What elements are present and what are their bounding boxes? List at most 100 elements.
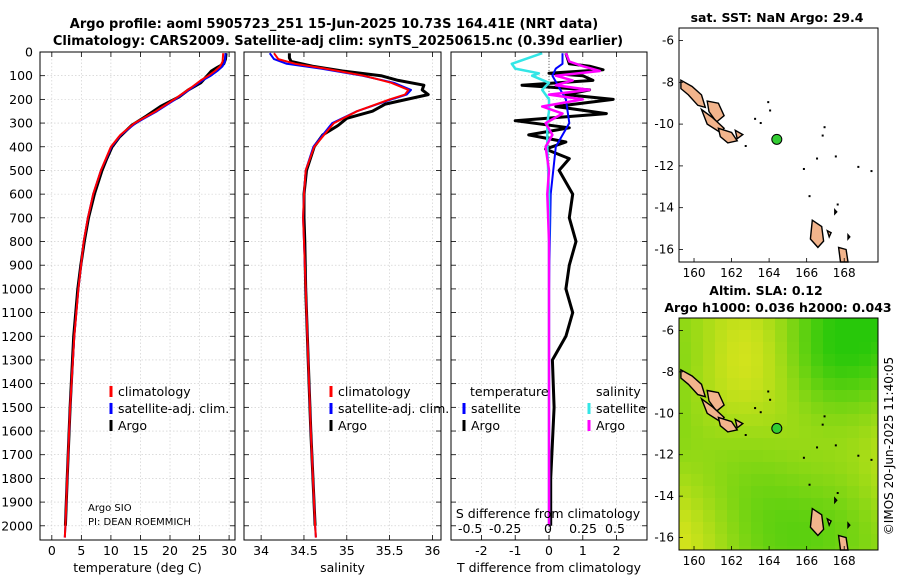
sla-cell [739,438,752,451]
sla-cell [823,546,836,551]
sla-cell [763,318,776,331]
sla-cell [763,534,776,547]
sla-cell [787,498,800,511]
sla-cell [775,486,788,499]
map-longitude-label: 160 [683,554,706,568]
sla-cell [727,378,740,391]
sla-cell [811,342,824,355]
islet [816,446,819,449]
map-latitude-label: -8 [662,75,674,89]
sla-cell [871,486,879,499]
sla-cell [871,330,879,343]
sla-cell [739,450,752,463]
depth-tick-label: 1100 [1,305,33,320]
pi-label-name: PI: DEAN ROEMMICH [88,517,191,528]
sla-cell [799,438,812,451]
sla-cell [835,474,848,487]
sla-cell [703,438,716,451]
sla-cell [859,510,872,523]
sla-cell [811,402,824,415]
sla-cell [703,330,716,343]
sla-cell [871,510,879,523]
depth-tick-label: 1800 [1,471,33,486]
sla-cell [847,438,860,451]
sla-cell [727,522,740,535]
climatology-temperature-line [63,53,225,538]
sla-cell [751,426,764,439]
sla-cell [811,438,824,451]
temperature-panel: 0 5 10 15 20 25 300100200300400500600700800900… [1,45,237,576]
sla-cell [811,474,824,487]
sla-cell [679,402,692,415]
sla-cell [691,534,704,547]
sla-cell [859,390,872,403]
sla-cell [859,498,872,511]
map-latitude-label: -14 [654,489,674,503]
salinity-x-tick-label: 36 [424,543,440,558]
islet [870,458,873,461]
sla-cell [751,378,764,391]
sla-cell [775,378,788,391]
argo-float-marker [771,133,783,145]
sla-cell [787,378,800,391]
sla-cell [811,426,824,439]
sla-cell [739,462,752,475]
sla-cell [703,354,716,367]
sla-cell [787,426,800,439]
sla-cell [715,546,728,551]
difference-panel: -2 -1 0 1 2 T difference from climatology S di… [450,51,648,575]
sla-cell [859,318,872,331]
depth-tick-label: 1400 [1,376,33,391]
sla-cell [835,354,848,367]
sla-cell [691,342,704,355]
sla-cell [787,534,800,547]
salinity-panel: 34 34.5 35 35.5 36 salinity climatology satelli… [243,51,449,575]
sla-cell [751,450,764,463]
map-longitude-label: 162 [720,266,743,280]
sla-cell [799,498,812,511]
sla-cell [775,474,788,487]
island [706,389,725,413]
sla-cell [847,402,860,415]
map-latitude-label: -8 [662,365,674,379]
depth-tick-label: 1700 [1,447,33,462]
depth-tick-label: 0 [25,45,33,60]
sla-cell [823,450,836,463]
sla-cell [715,486,728,499]
sla-map-panel: 160 162 164 166 168 -6 -8 -10 -12 -14 -16 Altim. SL… [654,283,891,568]
map-latitude-label: -10 [654,406,674,420]
salinity-x-tick-label: 35.5 [376,543,404,558]
sla-cell [799,462,812,475]
sla-cell [847,366,860,379]
islet [834,444,837,447]
difference-legend-t-argo-label: Argo [471,418,500,433]
sla-cell [823,366,836,379]
salinity-x-axis-label: salinity [320,560,365,575]
island [826,229,833,239]
sla-cell [763,486,776,499]
sla-cell [871,378,879,391]
sla-cell [811,414,824,427]
depth-tick-label: 600 [9,187,33,202]
sla-cell [799,486,812,499]
title-line-1: Argo profile: aoml 5905723_251 15-Jun-20… [70,17,598,32]
sla-cell [715,534,728,547]
island [734,129,745,140]
plot-area [40,52,235,540]
sla-cell [811,318,824,331]
sla-cell [727,510,740,523]
island [834,496,838,505]
sla-cell [691,438,704,451]
sla-cell [679,498,692,511]
sla-cell [763,438,776,451]
sla-cell [703,546,716,551]
sla-cell [799,474,812,487]
sla-cell [727,438,740,451]
climatology-salinity-line [273,52,410,538]
salinity-legend-2-label: Argo [338,418,367,433]
temperature-x-tick-label: 30 [221,543,237,558]
sla-cell [787,546,800,551]
sla-cell [871,462,879,475]
depth-tick-label: 200 [9,92,33,107]
sla-cell [799,534,812,547]
